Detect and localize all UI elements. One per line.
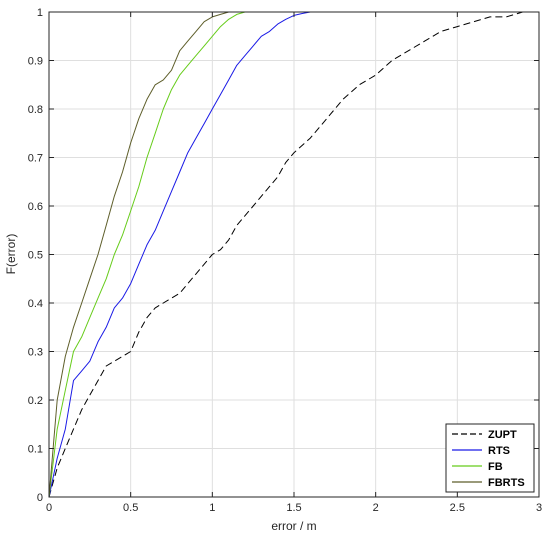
y-tick-label: 0.6 (28, 201, 43, 213)
legend-box (445, 423, 535, 493)
y-tick-label: 0.4 (28, 298, 43, 310)
x-axis-label: error / m (271, 519, 316, 533)
y-axis-label: F(error) (4, 234, 18, 275)
y-tick-label: 0.8 (28, 104, 43, 116)
x-tick-label: 1.5 (286, 502, 301, 514)
y-tick-label: 1 (37, 7, 43, 19)
y-tick-label: 0.2 (28, 395, 43, 407)
x-tick-label: 2 (373, 502, 379, 514)
x-tick-label: 0.5 (123, 502, 138, 514)
legend-label-fbrts: FBRTS (488, 477, 525, 489)
x-tick-label: 1 (209, 502, 215, 514)
y-tick-label: 0 (37, 492, 43, 504)
x-tick-label: 3 (536, 502, 542, 514)
x-tick-label: 0 (46, 502, 52, 514)
grid-lines (49, 12, 539, 497)
y-tick-label: 0.1 (28, 444, 43, 456)
y-tick-label: 0.7 (28, 153, 43, 165)
y-tick-label: 0.3 (28, 347, 43, 359)
y-tick-label: 0.9 (28, 56, 43, 68)
series-line-fb (48, 11, 254, 498)
series-line-rts (48, 11, 319, 498)
y-tick-labels: 0 0.1 0.2 0.3 0.4 0.5 0.6 0.7 0.8 0.9 1 (28, 7, 43, 504)
y-tick-label: 0.5 (28, 250, 43, 262)
x-tick-labels: 0 0.5 1 1.5 2 2.5 3 (46, 502, 542, 514)
x-tick-label: 2.5 (450, 502, 465, 514)
axis-ticks (48, 11, 540, 498)
legend: ZUPT RTS FB FBRTS (445, 423, 535, 493)
legend-label-zupt: ZUPT (488, 429, 517, 441)
series-line-zupt (48, 11, 539, 498)
legend-label-fb: FB (488, 461, 503, 473)
legend-label-rts: RTS (488, 445, 510, 457)
